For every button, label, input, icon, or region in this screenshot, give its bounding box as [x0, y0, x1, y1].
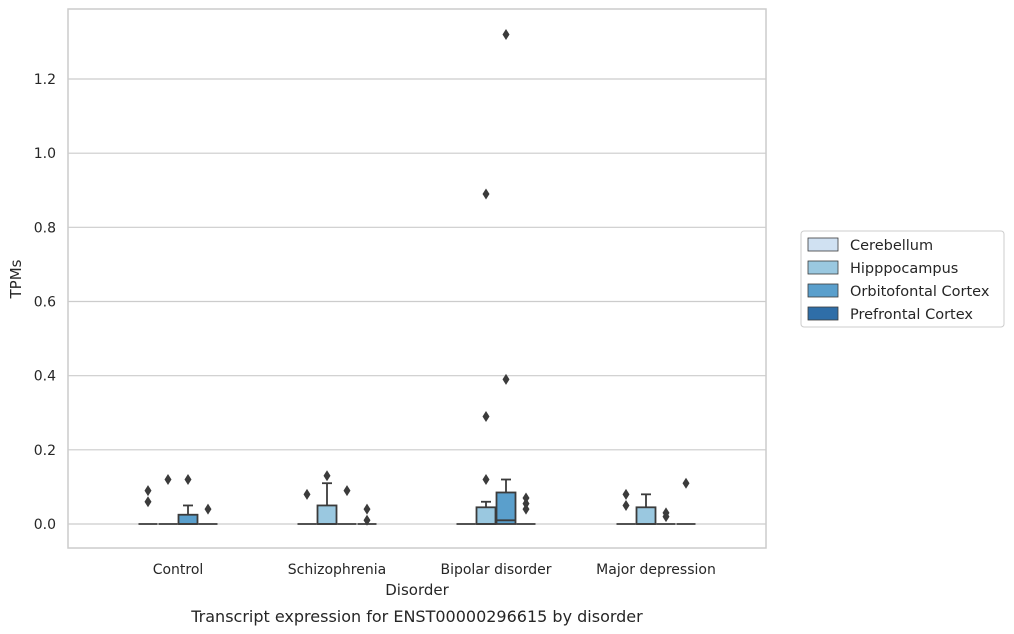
outlier-point	[482, 188, 490, 200]
legend-label: Prefrontal Cortex	[850, 307, 973, 323]
y-tick-label: 0.4	[34, 369, 56, 385]
outliers	[144, 29, 690, 526]
x-tick-label: Major depression	[596, 562, 716, 578]
y-tick-label: 1.2	[34, 72, 56, 88]
legend-swatch	[807, 283, 839, 298]
legend-swatch	[807, 237, 839, 252]
outlier-point	[164, 474, 172, 485]
legend-label: Orbitofontal Cortex	[850, 284, 990, 300]
box-body	[475, 506, 497, 525]
box	[475, 500, 497, 525]
outlier-point	[482, 474, 490, 485]
legend-label: Cerebellum	[850, 238, 933, 254]
box-body	[316, 504, 338, 525]
plot-frame	[67, 8, 767, 549]
outlier-point	[622, 499, 630, 511]
y-axis-label: TPMs	[7, 259, 25, 299]
outlier-point	[502, 29, 510, 40]
outlier-point	[662, 507, 670, 519]
legend: Cerebellum Hipppocampus Orbitofontal Corte…	[800, 230, 1005, 328]
outlier-point	[522, 498, 530, 510]
legend-swatch	[807, 260, 839, 275]
x-tick-label: Schizophrenia	[288, 562, 386, 578]
outlier-point	[184, 474, 192, 485]
x-tick-label: Bipolar disorder	[440, 562, 551, 578]
outlier-point	[482, 410, 490, 422]
outlier-point	[682, 477, 690, 489]
legend-frame	[800, 230, 1005, 328]
x-tick-labels: Control Schizophrenia Bipolar disorder Majo…	[153, 562, 716, 578]
outlier-point	[363, 503, 371, 515]
y-tick-label: 0.6	[34, 295, 56, 311]
x-tick-label: Control	[153, 562, 204, 578]
gridlines	[68, 78, 766, 525]
outlier-point	[323, 470, 331, 482]
outlier-point	[343, 485, 351, 497]
box-body	[177, 513, 199, 525]
outlier-point	[522, 503, 530, 515]
box	[635, 493, 657, 525]
outlier-point	[303, 488, 311, 500]
box	[495, 478, 517, 525]
legend-swatch	[807, 306, 839, 321]
x-axis-label: Disorder	[385, 581, 449, 599]
y-tick-label: 0.0	[34, 517, 56, 533]
chart-caption: Transcript expression for ENST0000029661…	[190, 607, 643, 626]
outlier-point	[622, 488, 630, 500]
y-tick-labels: 0.0 0.2 0.4 0.6 0.8 1.0 1.2	[34, 72, 56, 533]
y-tick-label: 0.8	[34, 220, 56, 236]
y-tick-label: 0.2	[34, 443, 56, 459]
outlier-point	[363, 514, 371, 526]
boxes	[138, 478, 696, 525]
box	[316, 482, 338, 525]
y-tick-label: 1.0	[34, 146, 56, 162]
legend-label: Hipppocampus	[850, 261, 958, 277]
outlier-point	[144, 496, 152, 508]
box	[177, 504, 199, 525]
outlier-point	[522, 492, 530, 504]
outlier-point	[502, 373, 510, 385]
outlier-point	[204, 503, 212, 515]
outlier-point	[144, 485, 152, 497]
box-body	[635, 506, 657, 525]
box-body	[495, 491, 517, 525]
